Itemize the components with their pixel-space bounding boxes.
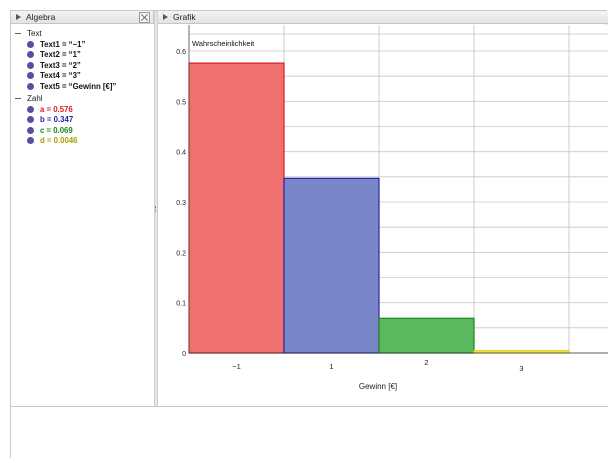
input-bar[interactable] [11,406,608,458]
visibility-dot-icon[interactable] [27,61,34,69]
x-tick-label: 2 [424,358,428,367]
graphics-panel-title: Grafik [173,12,196,22]
bar[interactable] [188,62,285,354]
bar[interactable] [378,317,475,354]
object-definition: a = 0.576 [40,104,73,114]
splitter-grip-icon[interactable] [155,206,157,212]
y-tick-label: 0 [182,351,186,358]
object-definition: Text4 = “3” [40,71,81,80]
visibility-dot-icon[interactable] [27,51,34,58]
collapse-minus-icon[interactable] [15,32,21,34]
visibility-dot-icon[interactable] [27,137,34,144]
x-tick-label: 3 [519,364,523,373]
collapse-triangle-icon[interactable] [163,14,168,20]
object-definition: Text5 = “Gewinn [€]” [40,81,117,91]
list-item[interactable]: Text3 = “2” [27,60,81,70]
graphics-view[interactable]: 0 0.1 0.2 0.3 0.4 0.5 0.6 −1 1 2 3 Gewinn [€] Wahrsc… [158,25,608,406]
bar-chart[interactable]: 0 0.1 0.2 0.3 0.4 0.5 0.6 −1 1 2 3 Gewinn [€] Wahrsc… [158,25,608,406]
group-label: Text [27,28,42,38]
x-tick-label: 1 [329,362,333,371]
bar[interactable] [283,177,380,354]
visibility-dot-icon[interactable] [27,72,34,79]
list-item[interactable]: b = 0.347 [27,115,73,125]
list-item[interactable]: Text4 = “3” [27,71,81,81]
list-item[interactable]: Text2 = “1” [27,50,81,60]
graphics-panel-header[interactable]: Grafik [158,11,608,24]
list-item[interactable]: Text5 = “Gewinn [€]” [27,81,116,91]
group-text[interactable]: Text [15,28,42,38]
x-axis-label: Gewinn [€] [359,382,397,391]
object-definition: Text3 = “2” [40,60,81,70]
panel-splitter[interactable] [154,11,158,406]
algebra-view: Text Text1 = “−1” Text2 = “1” Text3 = “2… [11,25,154,405]
y-tick-label: 0.5 [176,99,186,106]
list-item[interactable]: Text1 = “−1” [27,39,85,49]
y-tick-label: 0.3 [176,200,186,207]
y-tick-label: 0.6 [176,49,186,56]
object-definition: Text1 = “−1” [40,39,86,49]
y-tick-label: 0.2 [176,250,186,257]
close-icon[interactable] [139,12,150,23]
visibility-dot-icon[interactable] [27,105,34,113]
y-tick-label: 0.1 [176,301,186,308]
visibility-dot-icon[interactable] [27,40,34,48]
object-definition: d = 0.0046 [40,136,78,145]
list-item[interactable]: d = 0.0046 [27,136,78,146]
group-label: Zahl [27,93,43,103]
visibility-dot-icon[interactable] [27,126,34,134]
algebra-panel-title: Algebra [26,12,56,22]
chart-title: Wahrscheinlichkeit [192,39,255,48]
list-item[interactable]: c = 0.069 [27,125,73,135]
object-definition: c = 0.069 [40,125,73,135]
object-definition: Text2 = “1” [40,50,81,59]
group-zahl[interactable]: Zahl [15,93,43,103]
collapse-minus-icon[interactable] [15,97,21,99]
collapse-triangle-icon[interactable] [16,14,21,20]
y-tick-label: 0.4 [176,150,186,157]
visibility-dot-icon[interactable] [27,82,34,90]
x-tick-label: −1 [232,362,241,371]
app-window: Algebra Grafik Text Text1 = “−1” Text2 =… [10,10,608,458]
list-item[interactable]: a = 0.576 [27,104,73,114]
visibility-dot-icon[interactable] [27,116,34,123]
algebra-panel-header[interactable]: Algebra [11,11,154,24]
object-definition: b = 0.347 [40,115,74,124]
